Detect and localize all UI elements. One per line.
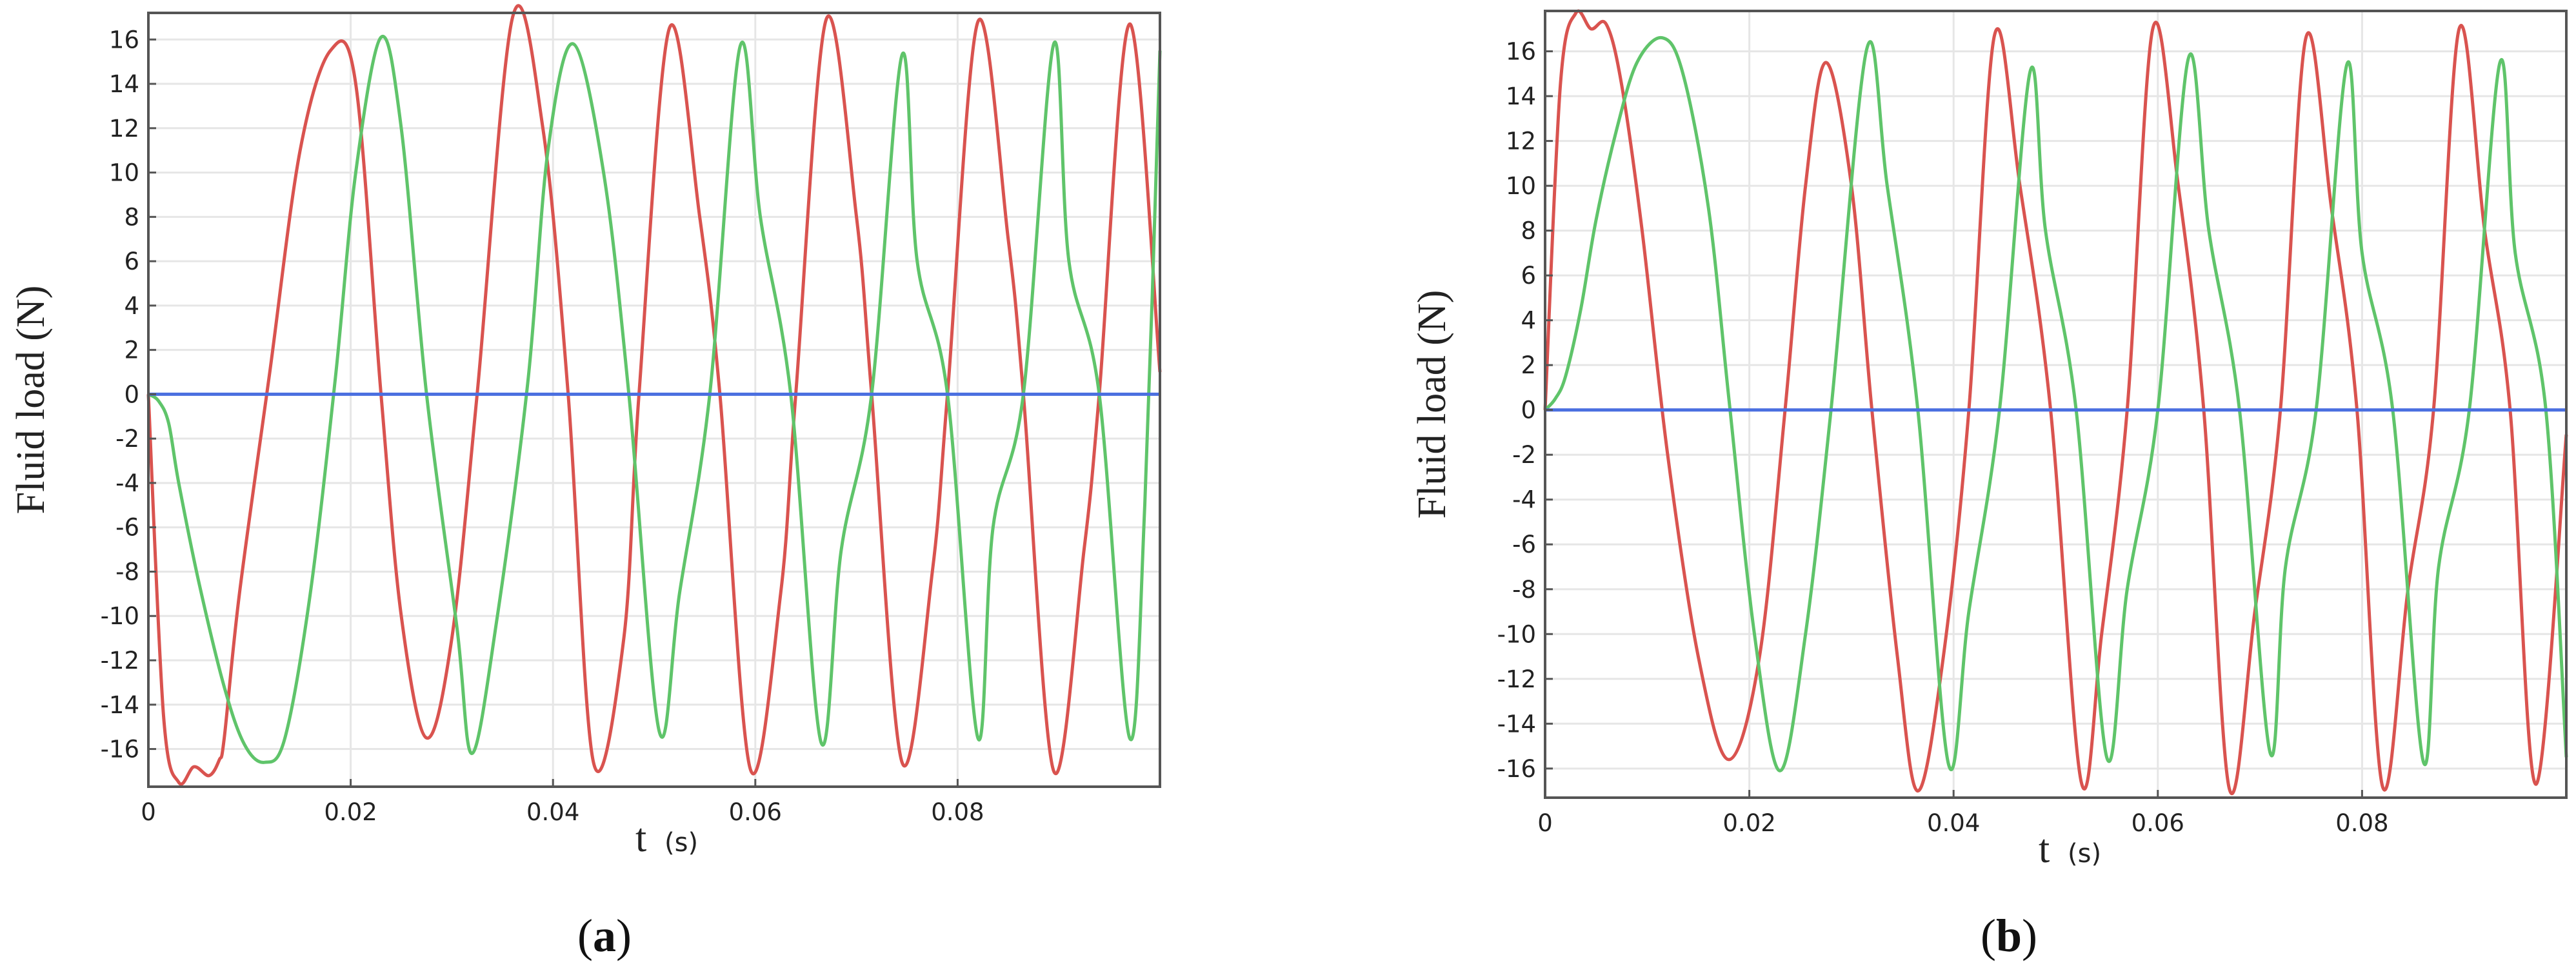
chart-b-y-tick-label: 6 [1521, 262, 1536, 290]
chart-a-y-tick-label: -10 [101, 602, 139, 630]
chart-a-y-tick-label: 0 [124, 380, 139, 408]
chart-a-x-tick-label: 0.04 [526, 798, 579, 826]
chart-a-x-ticks: 0 0.02 0.04 0.06 0.08 [141, 779, 984, 826]
chart-a-plot-frame [147, 12, 1161, 788]
chart-a-x-tick-label: 0.06 [729, 798, 782, 826]
chart-a-y-tick-label: 8 [124, 203, 139, 231]
chart-a-series [146, 4, 1162, 786]
chart-a-y-tick-label: -6 [115, 514, 139, 542]
chart-b-series [1543, 9, 2568, 796]
chart-a-y-ticks: -16 -14 -12 -10 -8 -6 -4 -2 0 2 4 6 8 10 12 14 16 [101, 26, 156, 763]
chart-a-y-tick-label: 16 [109, 26, 139, 54]
chart-a-x-axis-label: t [635, 816, 646, 860]
chart-b-y-tick-label: -12 [1497, 665, 1536, 693]
chart-b-x-axis-label: t [2039, 827, 2050, 871]
chart-b-caption: (b) [1981, 910, 2037, 961]
chart-b-y-tick-label: -2 [1512, 441, 1536, 469]
chart-b-y-tick-label: 16 [1506, 38, 1536, 66]
chart-a-y-tick-label: -8 [115, 558, 139, 586]
chart-a-y-tick-label: -14 [101, 691, 139, 719]
chart-a-y-tick-label: -2 [115, 425, 139, 453]
chart-a-y-tick-label: 12 [109, 115, 139, 143]
chart-b-y-tick-label: 4 [1521, 307, 1536, 335]
chart-b-x-ticks: 0 0.02 0.04 0.06 0.08 [1537, 790, 2389, 837]
chart-b-x-tick-label: 0.04 [1927, 809, 1980, 837]
chart-a-y-tick-label: 6 [124, 248, 139, 275]
chart-b-y-tick-label: 14 [1506, 83, 1536, 110]
chart-a-x-axis-unit: (s) [664, 828, 698, 858]
chart-b-x-tick-label: 0 [1537, 809, 1553, 837]
chart-b-y-ticks: -16 -14 -12 -10 -8 -6 -4 -2 0 2 4 6 8 10 12 14 16 [1497, 38, 1553, 783]
chart-a-y-tick-label: -16 [101, 736, 139, 763]
chart-b-y-tick-label: -6 [1512, 531, 1536, 558]
chart-b-x-tick-label: 0.06 [2132, 809, 2184, 837]
chart-b-x-tick-label: 0.08 [2335, 809, 2388, 837]
chart-b-y-tick-label: -14 [1497, 710, 1536, 738]
chart-b-y-tick-label: 0 [1521, 397, 1536, 424]
chart-a-y-tick-label: 10 [109, 159, 139, 187]
chart-b-y-tick-label: -4 [1512, 486, 1536, 514]
chart-a-caption: (a) [577, 910, 632, 961]
chart-a-x-tick-label: 0 [141, 798, 156, 826]
chart-a-y-axis-label: Fluid load (N) [9, 286, 53, 515]
chart-a-x-tick-label: 0.02 [324, 798, 377, 826]
chart-b-x-tick-label: 0.02 [1722, 809, 1775, 837]
chart-b-y-tick-label: -8 [1512, 576, 1536, 604]
chart-a-y-tick-label: 4 [124, 292, 139, 320]
chart-a-y-tick-label: 14 [109, 70, 139, 98]
chart-a-y-tick-label: 2 [124, 337, 139, 364]
chart-b-x-axis-unit: (s) [2068, 839, 2101, 869]
chart-b-y-tick-label: -10 [1497, 620, 1536, 648]
chart-a-y-tick-label: -12 [101, 647, 139, 675]
chart-b-y-tick-label: -16 [1497, 755, 1536, 783]
chart-b-y-tick-label: 12 [1506, 128, 1536, 155]
chart-b-y-tick-label: 8 [1521, 217, 1536, 245]
chart-b-plot-frame [1544, 10, 2568, 799]
chart-b-series-green-line [1544, 36, 2568, 773]
chart-a-y-tick-label: -4 [115, 469, 139, 497]
chart-b-y-tick-label: 2 [1521, 351, 1536, 379]
chart-a-x-tick-label: 0.08 [931, 798, 984, 826]
chart-b-y-tick-label: 10 [1506, 172, 1536, 200]
chart-b-y-axis-label: Fluid load (N) [1410, 290, 1454, 519]
chart-a-series-green-line [147, 34, 1162, 764]
chart-b-series-red-line [1543, 9, 2568, 796]
chart-a-series-red-line [146, 4, 1162, 786]
